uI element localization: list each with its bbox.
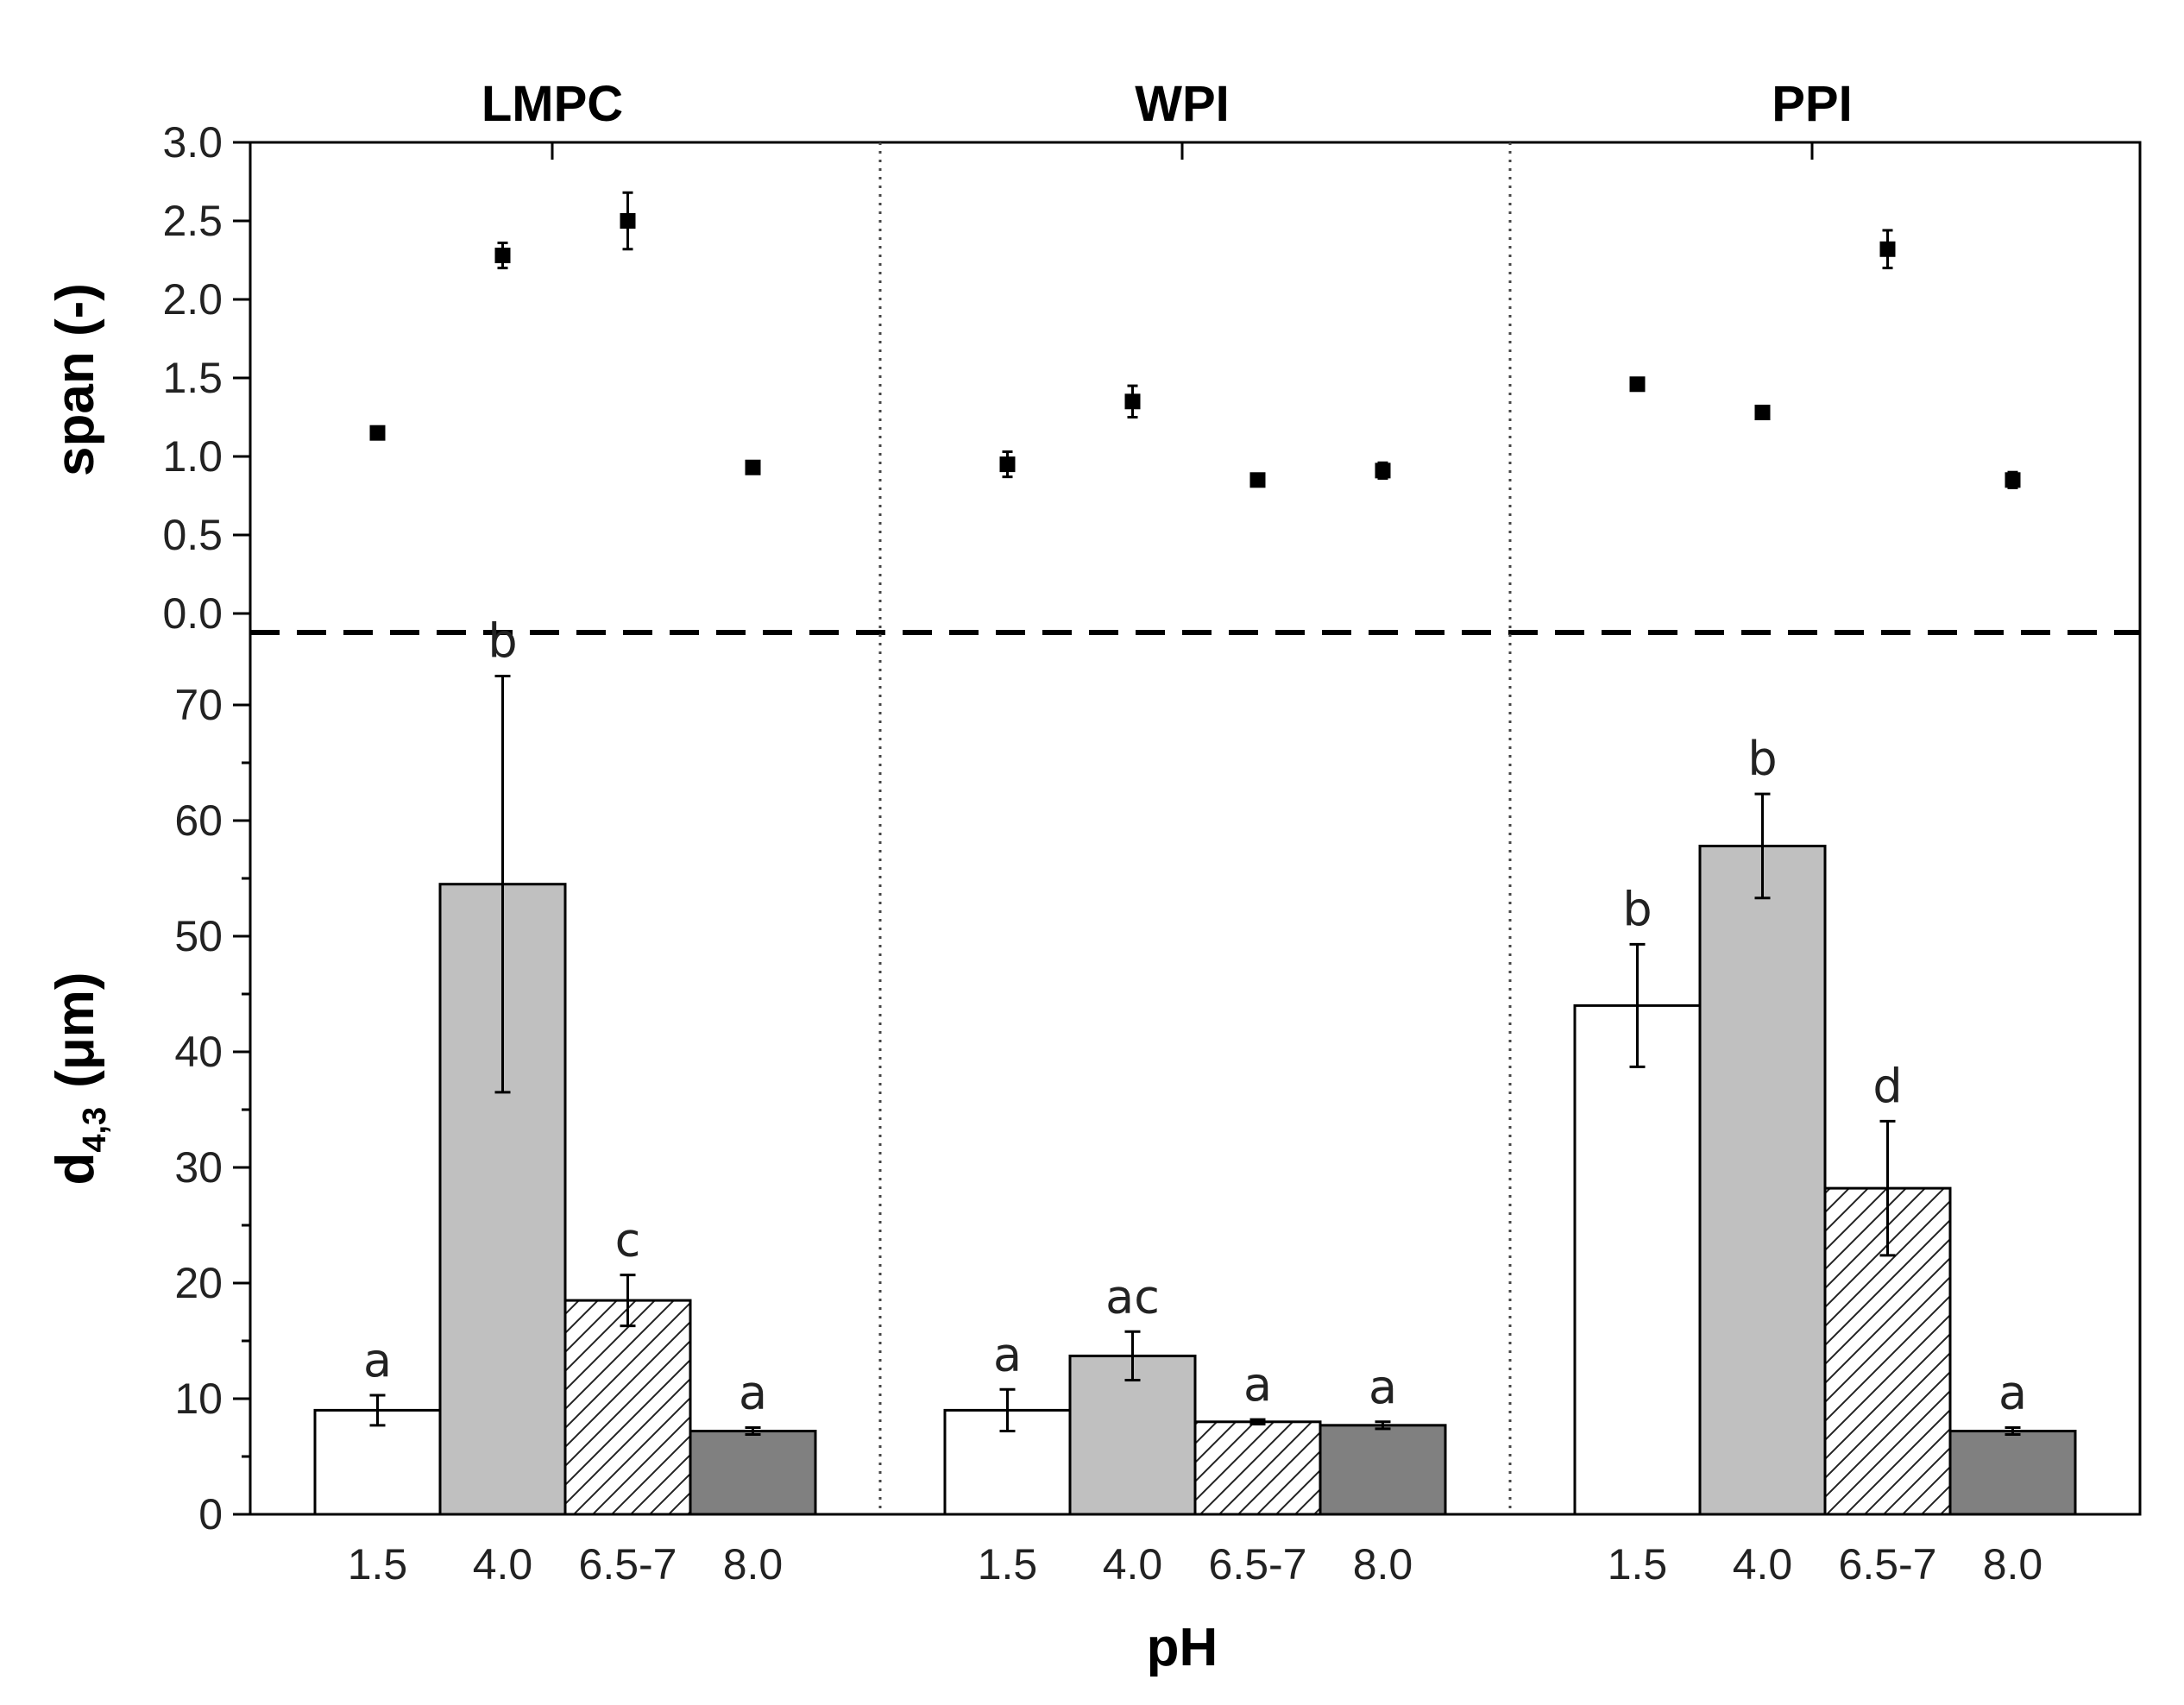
span-point-lmpc-4.0	[494, 248, 511, 264]
d43-ytick: 30	[174, 1143, 223, 1192]
span-point-lmpc-1.5	[369, 425, 386, 441]
group-title-wpi: WPI	[1135, 76, 1230, 132]
bar-ppi-4.0	[1698, 844, 1827, 1516]
bar-ppi-8.0	[1948, 1430, 2077, 1516]
span-point-wpi-1.5	[999, 456, 1016, 473]
span-point-ppi-8.0	[2005, 472, 2021, 488]
significance-letter: ac	[1105, 1269, 1160, 1324]
x-tick-label: 1.5	[978, 1540, 1038, 1589]
significance-letter: b	[1622, 882, 1652, 936]
span-ytick: 1.5	[162, 354, 223, 402]
significance-letter: b	[1747, 732, 1777, 786]
span-point-ppi-1.5	[1629, 376, 1646, 393]
x-tick-label: 6.5-7	[579, 1540, 677, 1589]
d43-ytick: 50	[174, 912, 223, 960]
significance-letter: a	[993, 1327, 1022, 1381]
group-title-ppi: PPI	[1772, 76, 1853, 132]
significance-letter: a	[739, 1366, 767, 1420]
bar-lmpc-6.5-7	[563, 1299, 692, 1516]
significance-letter: d	[1872, 1059, 1902, 1113]
x-ticks-layer: 1.5 4.0 6.5-7 8.0 1.5 4.0 6.5-7 8.0 1.5 4.0 6.5-7 8…	[348, 1540, 2043, 1589]
bar-wpi-8.0	[1319, 1424, 1447, 1516]
bar-lmpc-8.0	[689, 1430, 817, 1516]
significance-letter: c	[615, 1213, 641, 1268]
d43-ytick: 70	[174, 681, 223, 729]
span-point-ppi-4.0	[1754, 405, 1771, 421]
d43-ytick: 60	[174, 796, 223, 845]
x-tick-label: 4.0	[1733, 1540, 1793, 1589]
span-ytick: 1.0	[162, 432, 223, 481]
significance-letter: a	[1998, 1366, 2027, 1420]
d43-ytick: 40	[174, 1028, 223, 1076]
x-tick-label: 4.0	[473, 1540, 533, 1589]
span-point-wpi-8.0	[1375, 462, 1391, 479]
span-ytick: 2.0	[162, 275, 223, 324]
significance-letter: a	[1243, 1357, 1272, 1412]
span-axis-label: span (-)	[46, 283, 105, 476]
x-axis-label: pH	[1147, 1618, 1218, 1677]
d43-ytick: 20	[174, 1259, 223, 1307]
span-y-axis: 0.0 0.5 1.0 1.5 2.0 2.5 3.0	[162, 118, 250, 638]
span-point-lmpc-6.5-7	[620, 213, 636, 229]
x-tick-label: 6.5-7	[1839, 1540, 1937, 1589]
x-tick-label: 4.0	[1103, 1540, 1163, 1589]
x-tick-label: 6.5-7	[1209, 1540, 1307, 1589]
span-point-ppi-6.5-7	[1879, 241, 1896, 257]
span-ytick: 2.5	[162, 197, 223, 245]
span-ytick: 3.0	[162, 118, 223, 167]
group-title-lmpc: LMPC	[481, 76, 623, 132]
span-ytick: 0.0	[162, 589, 223, 638]
span-ytick: 0.5	[162, 511, 223, 559]
bar-ppi-1.5	[1573, 1003, 1702, 1516]
x-tick-label: 1.5	[348, 1540, 408, 1589]
span-point-wpi-4.0	[1124, 393, 1141, 410]
bars-layer: a b c a a ac a a b b d a	[313, 614, 2077, 1516]
significance-letter: a	[363, 1333, 392, 1387]
d43-label-main: d	[46, 1153, 105, 1186]
x-tick-label: 8.0	[1983, 1540, 2043, 1589]
x-tick-label: 1.5	[1608, 1540, 1668, 1589]
d43-label-unit: (μm)	[46, 972, 105, 1087]
d43-ytick: 10	[174, 1375, 223, 1423]
d43-ytick: 0	[198, 1490, 223, 1538]
x-tick-label: 8.0	[1353, 1540, 1413, 1589]
span-markers-layer	[369, 191, 2021, 489]
d43-axis-label: d4,3 (μm)	[46, 972, 113, 1185]
span-point-lmpc-8.0	[745, 459, 761, 475]
x-tick-label: 8.0	[723, 1540, 784, 1589]
significance-letter: a	[1369, 1360, 1397, 1414]
bar-wpi-6.5-7	[1193, 1420, 1322, 1516]
bar-wpi-4.0	[1068, 1354, 1197, 1516]
d43-y-axis: 0 10 20 30 40 50 60 70	[174, 681, 250, 1538]
span-point-wpi-6.5-7	[1249, 472, 1266, 488]
d43-label-sub: 4,3	[77, 1107, 113, 1153]
significance-letter: b	[488, 614, 517, 669]
